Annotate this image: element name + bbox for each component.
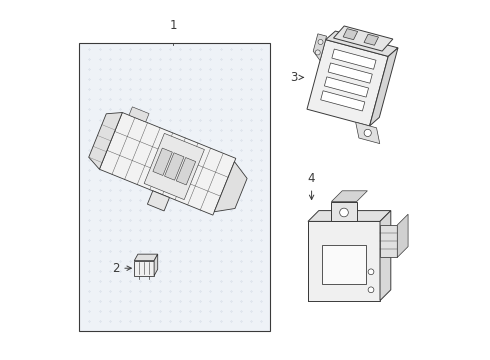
Circle shape bbox=[318, 40, 323, 45]
Polygon shape bbox=[356, 122, 380, 144]
Polygon shape bbox=[364, 34, 378, 45]
Polygon shape bbox=[154, 254, 158, 276]
Bar bbox=[134, 261, 154, 276]
Polygon shape bbox=[308, 211, 391, 221]
Circle shape bbox=[368, 269, 374, 275]
Polygon shape bbox=[144, 133, 204, 200]
Polygon shape bbox=[332, 49, 376, 69]
Polygon shape bbox=[307, 40, 388, 126]
Text: 3: 3 bbox=[290, 71, 303, 84]
Polygon shape bbox=[380, 211, 391, 301]
Polygon shape bbox=[89, 113, 122, 169]
Polygon shape bbox=[147, 191, 170, 211]
Polygon shape bbox=[324, 77, 368, 97]
Polygon shape bbox=[343, 29, 358, 40]
Polygon shape bbox=[99, 113, 236, 215]
Bar bbox=[79, 43, 270, 331]
Text: 2: 2 bbox=[112, 262, 131, 275]
Bar bbox=[331, 202, 357, 221]
Polygon shape bbox=[320, 91, 365, 111]
Polygon shape bbox=[134, 254, 158, 261]
Circle shape bbox=[368, 287, 374, 293]
Text: 1: 1 bbox=[169, 19, 177, 32]
Bar bbox=[380, 225, 397, 257]
Bar bbox=[308, 221, 380, 301]
Polygon shape bbox=[331, 191, 368, 202]
Circle shape bbox=[340, 208, 348, 217]
Text: 4: 4 bbox=[308, 172, 316, 199]
Polygon shape bbox=[165, 153, 184, 180]
Polygon shape bbox=[313, 34, 326, 60]
Circle shape bbox=[315, 50, 320, 55]
Polygon shape bbox=[326, 31, 398, 57]
Bar bbox=[321, 245, 367, 284]
Polygon shape bbox=[328, 63, 372, 83]
Polygon shape bbox=[214, 162, 247, 212]
Polygon shape bbox=[129, 107, 149, 122]
Polygon shape bbox=[369, 48, 398, 126]
Circle shape bbox=[364, 129, 371, 136]
Polygon shape bbox=[397, 214, 408, 257]
Polygon shape bbox=[176, 158, 196, 185]
Polygon shape bbox=[334, 26, 393, 51]
Polygon shape bbox=[153, 148, 172, 175]
